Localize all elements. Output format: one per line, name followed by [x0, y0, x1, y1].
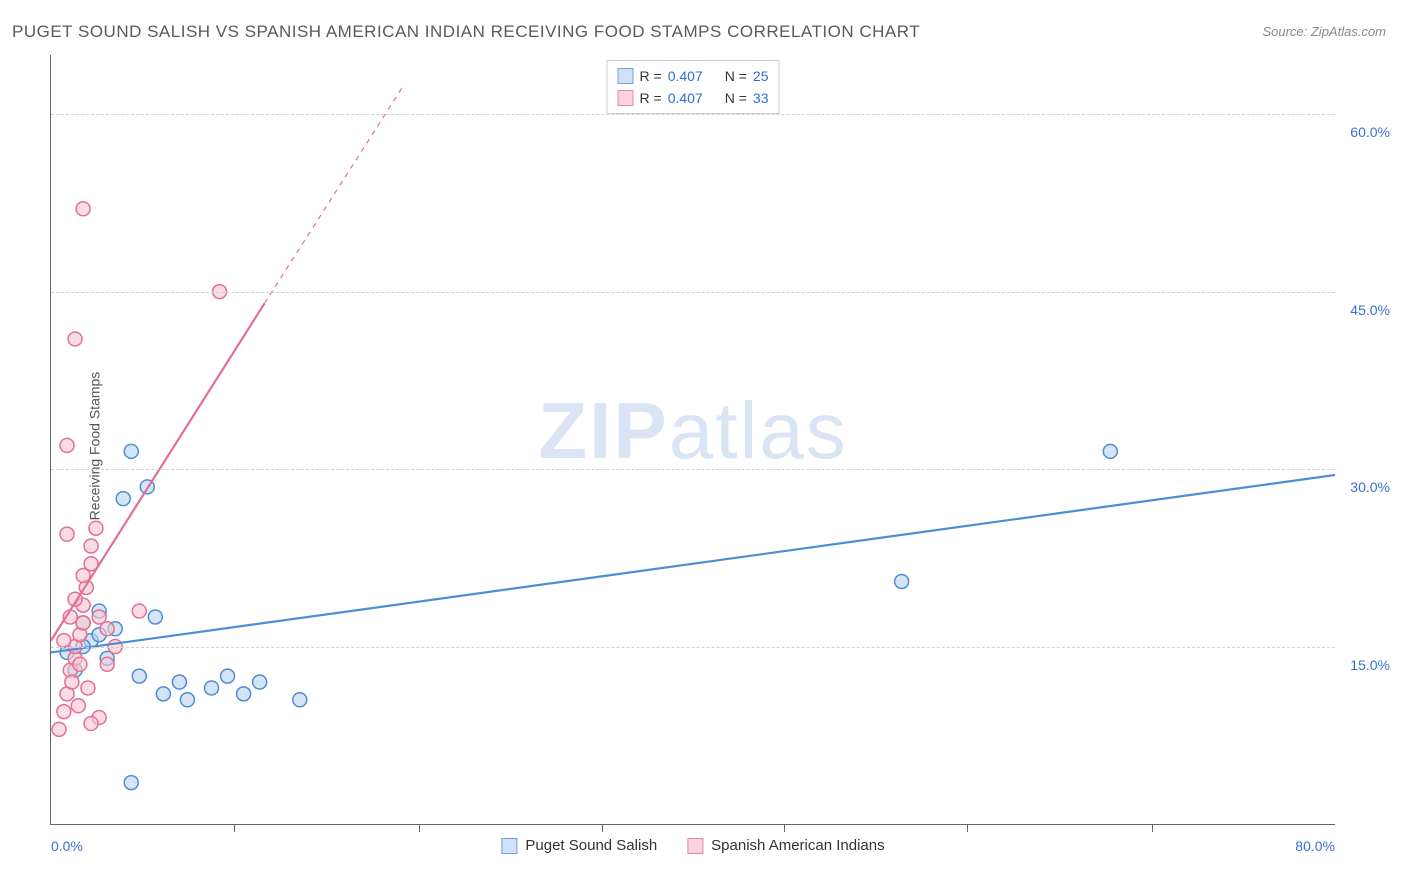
y-tick-label: 30.0%: [1350, 479, 1390, 495]
legend-bottom-item-0: Puget Sound Salish: [501, 837, 657, 854]
scatter-point: [65, 675, 79, 689]
chart-title: PUGET SOUND SALISH VS SPANISH AMERICAN I…: [12, 22, 920, 42]
legend-series-names: Puget Sound Salish Spanish American Indi…: [501, 837, 884, 854]
scatter-point: [132, 669, 146, 683]
trend-line-extension: [264, 85, 404, 304]
scatter-point: [293, 693, 307, 707]
trend-line: [51, 475, 1335, 652]
legend-row-series-0: R = 0.407 N = 25: [618, 65, 769, 87]
gridline-h: [51, 114, 1335, 115]
y-tick-label: 60.0%: [1350, 124, 1390, 140]
legend-n-label-0: N =: [725, 65, 747, 87]
scatter-point: [221, 669, 235, 683]
gridline-h: [51, 647, 1335, 648]
legend-n-value-0: 25: [753, 65, 769, 87]
scatter-point: [132, 604, 146, 618]
gridline-h: [51, 469, 1335, 470]
scatter-point: [68, 332, 82, 346]
legend-row-series-1: R = 0.407 N = 33: [618, 87, 769, 109]
scatter-point: [60, 527, 74, 541]
scatter-point: [895, 574, 909, 588]
x-tick-label: 80.0%: [1295, 838, 1335, 854]
legend-swatch-series-0: [618, 68, 634, 84]
x-tick: [234, 824, 235, 832]
legend-n-label-1: N =: [725, 87, 747, 109]
legend-r-label-1: R =: [640, 87, 662, 109]
x-tick: [602, 824, 603, 832]
gridline-h: [51, 292, 1335, 293]
scatter-point: [1103, 444, 1117, 458]
scatter-point: [84, 539, 98, 553]
scatter-point: [100, 622, 114, 636]
scatter-point: [124, 444, 138, 458]
legend-r-label-0: R =: [640, 65, 662, 87]
legend-bottom-label-0: Puget Sound Salish: [525, 837, 657, 854]
legend-bottom-label-1: Spanish American Indians: [711, 837, 884, 854]
scatter-point: [156, 687, 170, 701]
scatter-point: [60, 438, 74, 452]
scatter-point: [89, 521, 103, 535]
scatter-plot-svg: [51, 55, 1335, 824]
x-tick-label: 0.0%: [51, 838, 83, 854]
legend-bottom-swatch-0: [501, 838, 517, 854]
scatter-point: [172, 675, 186, 689]
legend-swatch-series-1: [618, 90, 634, 106]
y-tick-label: 15.0%: [1350, 657, 1390, 673]
scatter-point: [73, 657, 87, 671]
legend-r-value-1: 0.407: [668, 87, 703, 109]
scatter-point: [116, 492, 130, 506]
plot-area: ZIPatlas R = 0.407 N = 25 R = 0.407 N = …: [50, 55, 1335, 825]
scatter-point: [84, 716, 98, 730]
legend-r-value-0: 0.407: [668, 65, 703, 87]
legend-bottom-item-1: Spanish American Indians: [687, 837, 884, 854]
x-tick: [1152, 824, 1153, 832]
scatter-point: [52, 722, 66, 736]
scatter-point: [76, 202, 90, 216]
x-tick: [967, 824, 968, 832]
legend-correlation-box: R = 0.407 N = 25 R = 0.407 N = 33: [607, 60, 780, 114]
chart-container: PUGET SOUND SALISH VS SPANISH AMERICAN I…: [0, 0, 1406, 892]
x-tick: [784, 824, 785, 832]
scatter-point: [253, 675, 267, 689]
scatter-point: [237, 687, 251, 701]
legend-n-value-1: 33: [753, 87, 769, 109]
source-attribution: Source: ZipAtlas.com: [1262, 24, 1386, 39]
scatter-point: [71, 699, 85, 713]
scatter-point: [124, 776, 138, 790]
legend-bottom-swatch-1: [687, 838, 703, 854]
scatter-point: [100, 657, 114, 671]
x-tick: [419, 824, 420, 832]
scatter-point: [205, 681, 219, 695]
trend-line: [51, 303, 264, 640]
scatter-point: [81, 681, 95, 695]
scatter-point: [57, 634, 71, 648]
scatter-point: [148, 610, 162, 624]
scatter-point: [57, 705, 71, 719]
y-tick-label: 45.0%: [1350, 302, 1390, 318]
scatter-point: [180, 693, 194, 707]
scatter-point: [76, 616, 90, 630]
